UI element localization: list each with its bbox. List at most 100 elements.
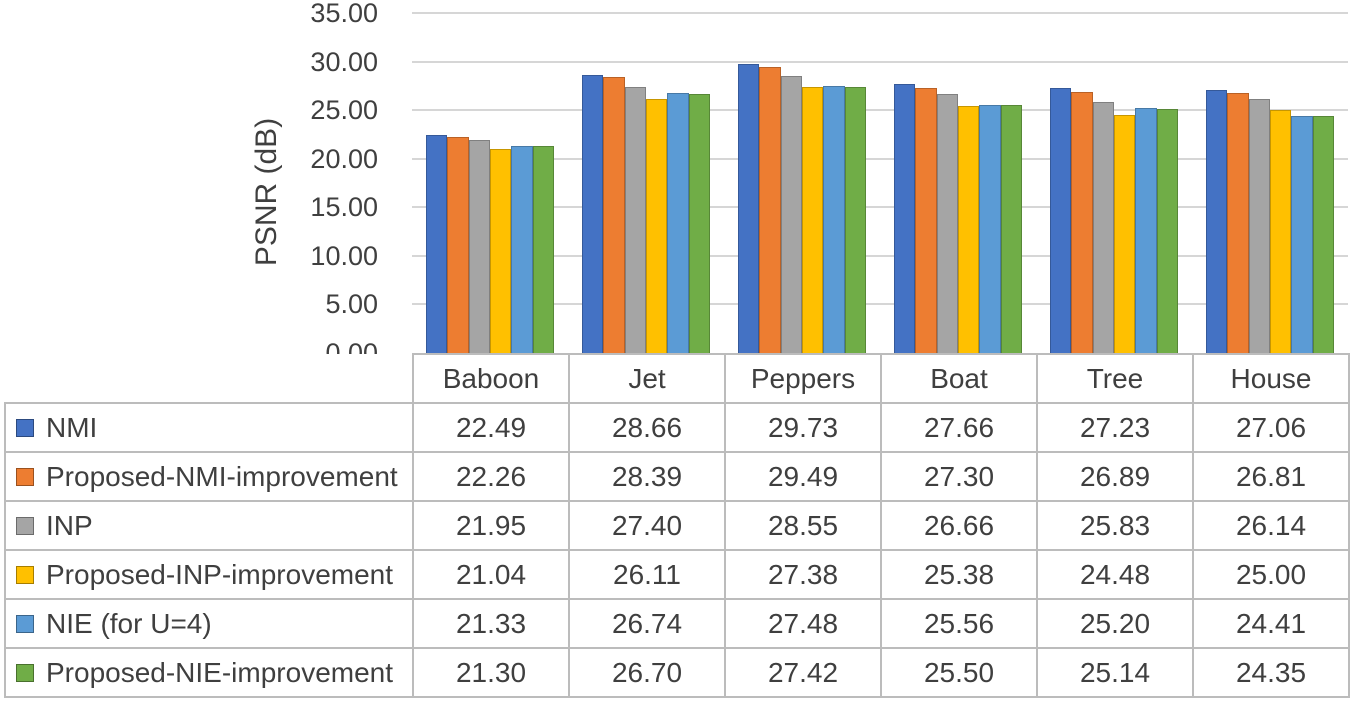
bar-proposed-inp-improvement [957,106,980,353]
legend-swatch-proposed-inp-improvement [16,565,34,584]
value-cell: 27.38 [724,549,882,600]
legend-cell-nmi: NMI [4,402,414,453]
y-axis-tick-label: 5.00 [325,289,378,320]
legend-entry: INP [7,510,411,542]
value-cell: 21.95 [412,500,570,551]
bar-nmi [426,134,448,353]
plot-area [412,13,1348,353]
value-cell: 28.39 [568,451,726,502]
legend-cell-proposed-nmi-improvement: Proposed-NMI-improvement [4,451,414,502]
table-header-row: Baboon Jet Peppers Boat Tree House [5,353,1350,404]
bar-proposed-nmi-improvement [759,66,781,353]
bar-inp [1092,102,1114,353]
bar-nie-for-u-4- [1135,108,1157,353]
bar-nie-for-u-4- [511,145,533,353]
legend-cell-nie-for-u-4-: NIE (for U=4) [4,598,414,649]
value-cell: 25.83 [1036,500,1194,551]
value-cell: 27.66 [880,402,1038,453]
value-cell: 28.55 [724,500,882,551]
gridline [412,12,1348,14]
value-cell: 24.35 [1192,647,1350,698]
value-cell: 26.74 [568,598,726,649]
value-cell: 26.66 [880,500,1038,551]
legend-cell-proposed-inp-improvement: Proposed-INP-improvement [4,549,414,600]
legend-label: NMI [46,411,98,443]
bar-proposed-nie-improvement [844,86,866,353]
legend-swatch-inp [16,516,34,535]
bar-nie-for-u-4- [823,86,845,353]
gridline [412,254,1348,257]
value-cell: 27.42 [724,647,882,698]
category-header-jet: Jet [568,353,726,404]
y-axis-tick-label: 25.00 [310,95,378,126]
bar-nmi [1206,90,1228,353]
chart: PSNR (dB) 35.00 30.00 25.00 20.00 15.00 10.00… [250,0,1348,368]
value-cell: 22.49 [412,402,570,453]
bar-nie-for-u-4- [667,93,689,353]
gridline [412,109,1348,112]
gridline [412,60,1348,63]
bar-proposed-nie-improvement [688,93,710,353]
y-axis-tick-label: 15.00 [310,192,378,223]
category-header-boat: Boat [880,353,1038,404]
table-row-proposed-nie-improvement: Proposed-NIE-improvement 21.30 26.70 27.42 2… [4,647,1350,698]
legend-swatch-nie-for-u-4- [16,614,34,633]
gridline [412,157,1348,160]
value-cell: 25.20 [1036,598,1194,649]
legend-entry: NMI [7,411,411,444]
legend-entry: Proposed-NMI-improvement [7,461,411,493]
value-cell: 24.41 [1192,598,1350,649]
bar-proposed-inp-improvement [1269,110,1292,353]
category-header-peppers: Peppers [724,353,882,404]
table-row-proposed-nmi-improvement: Proposed-NMI-improvement 22.26 28.39 29.49 2… [4,451,1350,502]
value-cell: 26.14 [1192,500,1350,551]
category-header-house: House [1192,353,1350,404]
bar-proposed-nmi-improvement [447,136,469,353]
legend-entry: Proposed-NIE-improvement [7,656,411,689]
bar-nmi [738,64,760,353]
value-cell: 25.14 [1036,647,1194,698]
value-cell: 25.56 [880,598,1038,649]
bar-inp [936,94,958,353]
table-row-inp: INP 21.95 27.40 28.55 26.66 25.83 26.14 [4,500,1350,551]
y-axis-tick-label: 30.00 [310,46,378,77]
y-axis-tick-label: 35.00 [310,0,378,28]
legend-cell-proposed-nie-improvement: Proposed-NIE-improvement [4,647,414,698]
bar-inp [1248,99,1270,353]
legend-label: NIE (for U=4) [46,607,212,639]
y-axis-tick-label: 10.00 [310,240,378,271]
bar-proposed-nie-improvement [1000,105,1022,353]
bar-inp [624,86,646,353]
bar-inp [468,139,490,353]
legend-label: Proposed-NIE-improvement [46,656,394,688]
bar-group-house [1192,13,1348,353]
value-cell: 27.23 [1036,402,1194,453]
value-cell: 29.73 [724,402,882,453]
legend-swatch-proposed-nmi-improvement [16,467,34,486]
value-cell: 27.06 [1192,402,1350,453]
bar-proposed-inp-improvement [801,87,824,353]
value-cell: 26.11 [568,549,726,600]
y-axis-tick-label: 20.00 [310,143,378,174]
bar-group-jet [568,13,724,353]
bar-proposed-nie-improvement [1156,108,1178,353]
value-cell: 25.00 [1192,549,1350,600]
category-header-tree: Tree [1036,353,1194,404]
legend-swatch-proposed-nie-improvement [16,663,34,682]
bar-proposed-nie-improvement [532,146,554,353]
value-cell: 21.30 [412,647,570,698]
value-cell: 28.66 [568,402,726,453]
legend-label: Proposed-INP-improvement [46,558,394,590]
data-table: Baboon Jet Peppers Boat Tree House NMI 22.49 28… [4,353,1350,698]
table-row-proposed-inp-improvement: Proposed-INP-improvement 21.04 26.11 27.38 2… [4,549,1350,600]
bar-proposed-inp-improvement [1113,115,1136,353]
bar-group-tree [1036,13,1192,353]
bar-proposed-inp-improvement [489,148,512,353]
value-cell: 27.30 [880,451,1038,502]
bar-group-boat [880,13,1036,353]
bar-proposed-nmi-improvement [1071,91,1093,353]
bar-group-peppers [724,13,880,353]
value-cell: 29.49 [724,451,882,502]
legend-swatch-nmi [16,418,34,437]
